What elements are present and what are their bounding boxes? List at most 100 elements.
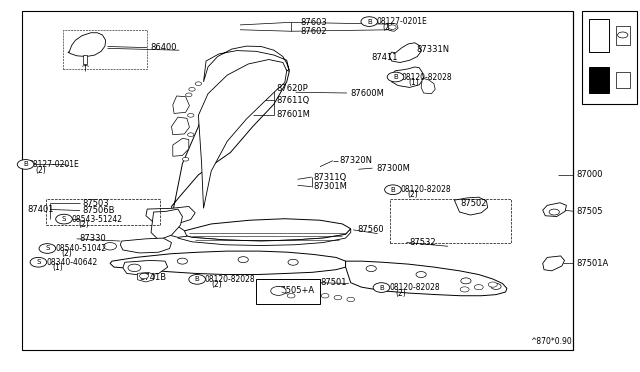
Text: 87331N: 87331N [416, 45, 449, 54]
Polygon shape [172, 67, 289, 212]
Text: 87300M: 87300M [376, 164, 410, 173]
Circle shape [461, 278, 471, 284]
Circle shape [366, 266, 376, 272]
Text: 87301M: 87301M [314, 182, 348, 191]
Text: 87600M: 87600M [351, 89, 385, 97]
Text: 08127-0201E: 08127-0201E [29, 160, 79, 169]
Polygon shape [151, 209, 182, 240]
Polygon shape [152, 221, 187, 237]
Polygon shape [178, 229, 351, 246]
Circle shape [287, 294, 295, 298]
Polygon shape [454, 197, 488, 215]
Polygon shape [123, 260, 168, 275]
Polygon shape [120, 238, 172, 253]
Text: 08120-82028: 08120-82028 [401, 185, 451, 194]
Text: 87532: 87532 [410, 238, 436, 247]
Circle shape [321, 294, 329, 298]
Text: 87611Q: 87611Q [276, 96, 310, 105]
Text: (1): (1) [52, 263, 63, 272]
Polygon shape [173, 96, 189, 113]
Text: 87505: 87505 [576, 207, 602, 216]
Text: S: S [36, 259, 40, 265]
Circle shape [474, 285, 483, 290]
Circle shape [491, 283, 501, 289]
Text: 86400: 86400 [150, 43, 177, 52]
Polygon shape [421, 78, 435, 94]
Text: 08340-40642: 08340-40642 [46, 258, 97, 267]
Circle shape [238, 257, 248, 263]
Text: 87411: 87411 [371, 53, 397, 62]
Polygon shape [346, 261, 507, 296]
Text: 08543-51242: 08543-51242 [72, 215, 123, 224]
Text: 87401: 87401 [27, 205, 53, 214]
Bar [22, 11, 573, 350]
Circle shape [385, 185, 401, 195]
Text: 87620P: 87620P [276, 84, 308, 93]
Polygon shape [173, 138, 189, 156]
Text: 08120-82028: 08120-82028 [389, 283, 440, 292]
Bar [256, 279, 320, 304]
Circle shape [549, 209, 559, 215]
Polygon shape [198, 60, 287, 208]
Circle shape [140, 273, 148, 279]
Polygon shape [389, 43, 421, 62]
Text: 08120-82028: 08120-82028 [402, 73, 452, 82]
Circle shape [288, 259, 298, 265]
Circle shape [388, 25, 396, 29]
Circle shape [186, 93, 192, 97]
Bar [46, 199, 160, 225]
Polygon shape [390, 67, 424, 87]
Polygon shape [110, 251, 346, 275]
Text: 87000: 87000 [576, 170, 602, 179]
Text: B: B [367, 19, 372, 25]
Text: B: B [393, 74, 398, 80]
Polygon shape [178, 219, 351, 241]
Text: B: B [195, 276, 200, 282]
Polygon shape [83, 55, 87, 64]
Text: (1): (1) [408, 78, 419, 87]
Text: 8741B: 8741B [140, 273, 166, 282]
Text: (2): (2) [78, 220, 89, 229]
Circle shape [104, 243, 116, 250]
Text: 87320N: 87320N [339, 156, 372, 165]
Bar [589, 19, 609, 52]
Polygon shape [68, 33, 106, 57]
Circle shape [387, 72, 404, 82]
Text: (2): (2) [35, 166, 46, 174]
Circle shape [416, 272, 426, 278]
Text: 87601M: 87601M [276, 110, 310, 119]
Polygon shape [543, 203, 566, 217]
Circle shape [488, 282, 497, 287]
Text: (2): (2) [61, 249, 72, 258]
Circle shape [30, 257, 47, 267]
Circle shape [618, 32, 628, 38]
Circle shape [361, 17, 378, 26]
Circle shape [195, 82, 202, 86]
Circle shape [39, 244, 56, 253]
Text: B: B [23, 161, 28, 167]
Text: S: S [62, 216, 66, 222]
Circle shape [56, 214, 72, 224]
Text: (2): (2) [407, 190, 418, 199]
Text: (2): (2) [383, 23, 394, 32]
Circle shape [17, 160, 34, 169]
Circle shape [139, 261, 149, 267]
Text: 08127-0201E: 08127-0201E [376, 17, 427, 26]
Polygon shape [146, 206, 195, 224]
Text: 87503: 87503 [82, 199, 109, 208]
Polygon shape [172, 117, 189, 135]
Circle shape [334, 295, 342, 300]
Text: B: B [379, 285, 384, 291]
Text: B: B [390, 187, 396, 193]
Text: (2): (2) [396, 289, 406, 298]
Text: S: S [45, 246, 49, 251]
Text: 87502: 87502 [461, 199, 487, 208]
Text: 87602: 87602 [301, 27, 328, 36]
Circle shape [189, 275, 205, 284]
Bar [582, 11, 637, 104]
Text: 87505+A: 87505+A [275, 286, 314, 295]
Circle shape [347, 297, 355, 302]
Text: ^870*0.90: ^870*0.90 [530, 337, 572, 346]
Bar [390, 199, 511, 243]
Text: 87501A: 87501A [576, 259, 608, 268]
